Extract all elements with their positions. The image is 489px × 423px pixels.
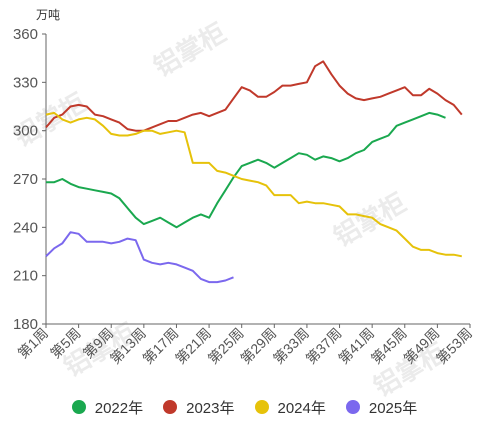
y-tick-label: 270 <box>13 171 38 188</box>
y-tick-label: 180 <box>13 316 38 333</box>
legend-marker <box>254 400 269 414</box>
legend-label: 2022年 <box>94 399 144 417</box>
x-tick-label: 第49周 <box>400 325 442 367</box>
legend-marker <box>71 400 86 414</box>
x-tick-label: 第53周 <box>433 325 475 367</box>
x-tick-label: 第5周 <box>47 325 84 362</box>
series-line-2024年 <box>45 111 462 258</box>
legend-marker <box>345 400 360 414</box>
series-line-2023年 <box>45 60 463 132</box>
chart-legend: 2022年 2023年 2024年 2025年 <box>0 396 489 418</box>
y-axis-unit: 万吨 <box>36 8 61 22</box>
tick-labels: 180210240270300330360第1周第5周第9周第13周第17周第2… <box>13 26 475 367</box>
legend-label: 2025年 <box>368 399 418 417</box>
x-tick-label: 第25周 <box>205 325 247 367</box>
series-line-2022年 <box>46 111 446 229</box>
x-tick-label: 第17周 <box>139 325 181 367</box>
legend-label: 2024年 <box>277 399 326 417</box>
x-tick-label: 第21周 <box>172 325 214 367</box>
x-tick-label: 第33周 <box>270 325 312 367</box>
y-tick-label: 240 <box>13 219 38 236</box>
line-chart: 180210240270300330360第1周第5周第9周第13周第17周第2… <box>13 26 475 367</box>
x-tick-label: 第37周 <box>303 325 345 367</box>
legend-label: 2023年 <box>186 399 235 417</box>
legend-marker <box>163 400 178 414</box>
series-line-2025年 <box>45 231 234 284</box>
x-tick-label: 第41周 <box>335 325 377 367</box>
legend-item[interactable]: 2023年 <box>163 396 235 418</box>
y-tick-label: 330 <box>13 74 38 91</box>
legend-item[interactable]: 2024年 <box>254 396 326 418</box>
legend-item[interactable]: 2022年 <box>71 396 144 418</box>
legend-item[interactable]: 2025年 <box>345 396 418 418</box>
x-tick-label: 第13周 <box>107 325 149 367</box>
y-tick-label: 210 <box>13 268 38 285</box>
axes <box>42 33 471 328</box>
x-tick-label: 第45周 <box>368 325 410 367</box>
series-lines <box>45 60 463 284</box>
y-tick-label: 360 <box>13 26 38 43</box>
x-tick-label: 第29周 <box>237 325 279 367</box>
y-tick-label: 300 <box>13 123 38 140</box>
